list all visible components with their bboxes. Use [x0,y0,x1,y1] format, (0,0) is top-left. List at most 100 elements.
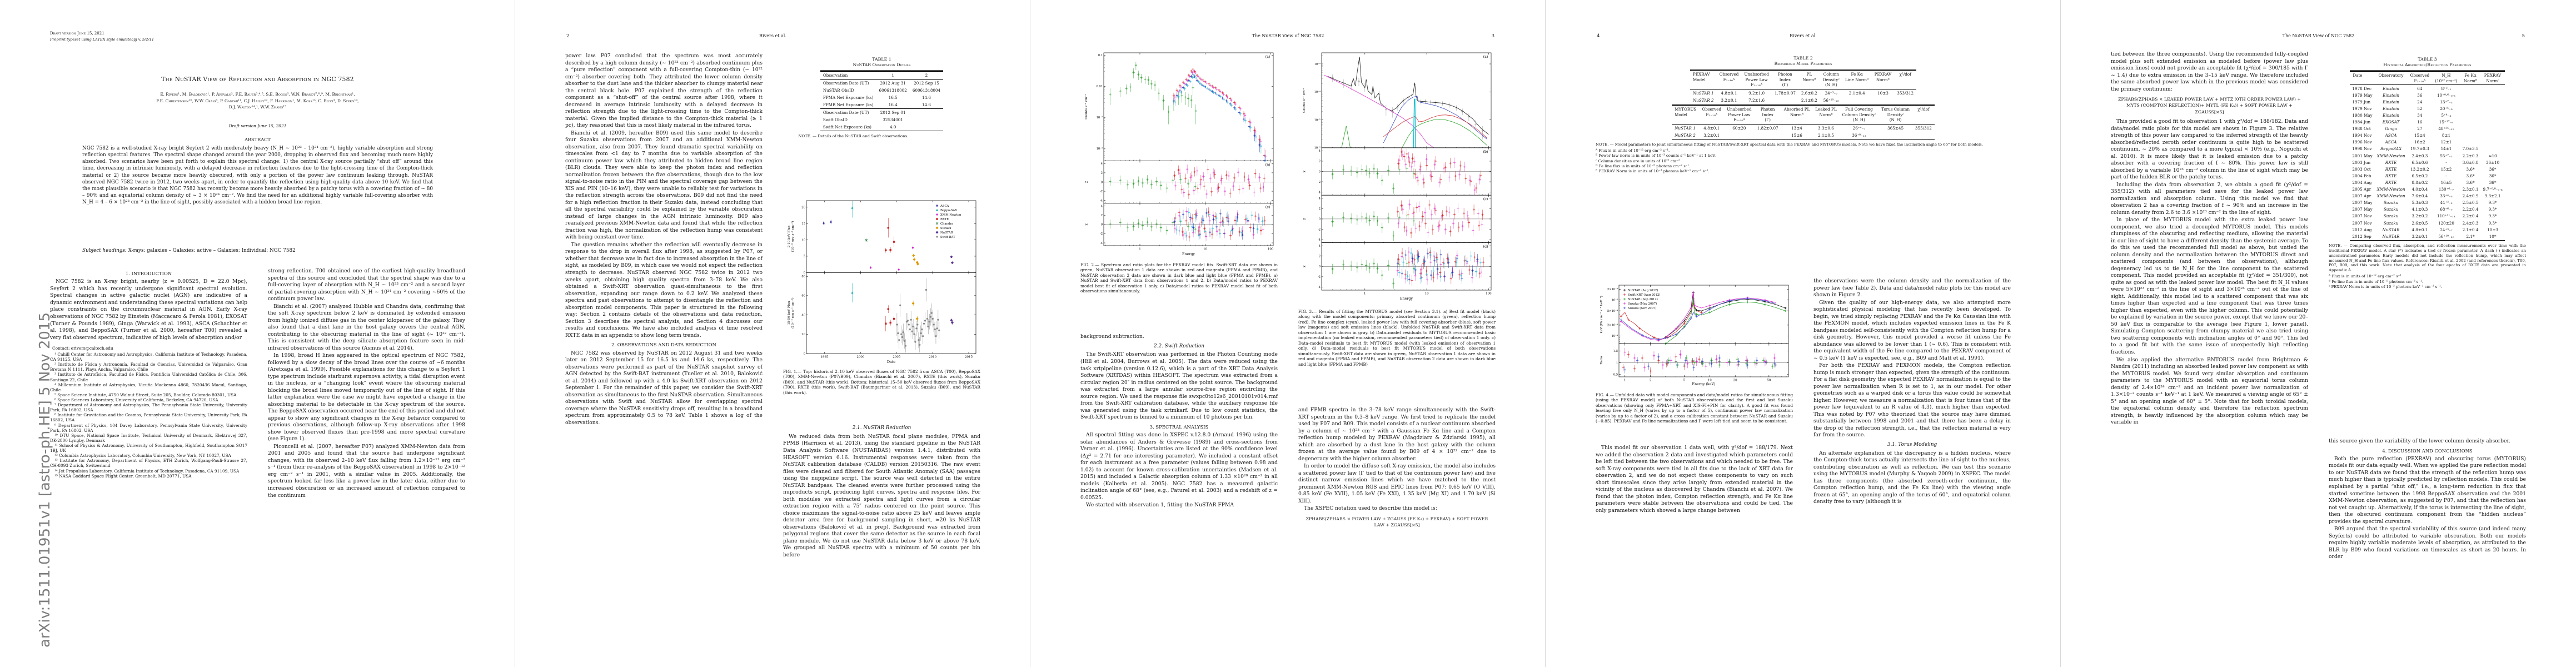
abstract-text: NGC 7582 is a well-studied X-ray bright … [82,146,433,205]
table-cell [910,109,943,116]
table-cell: 2.1* [2466,233,2475,239]
author-list: E. Rivers¹, M. Baloković¹, P. Arévalo², … [61,91,454,111]
table-cell: 4.8±0.1 [2411,227,2428,232]
affiliation-footnote: ³ Instituto de Astrofísica, Facultad de … [50,372,247,382]
paragraph: Given the quality of our high-energy dat… [1813,299,2011,361]
table-row: 2012 Sep NuSTAR 3.2±0.1 56⁺¹⁰₋₂₀ 2.1* 10* [2350,233,2504,241]
paragraph: In 1998, broad H lines appeared in the o… [268,352,465,442]
svg-text:χ: χ [1303,170,1306,172]
table-row: 1979 May Einstein 36 10⁺⁰·⁶₋₀·₃ [2350,92,2504,99]
table-cell: 27 [2417,126,2423,132]
table-cell: NuSTAR [2382,227,2400,232]
table-cell: 355/312 [1915,125,1932,131]
table-cell: 2001 May [2352,153,2373,158]
section-heading: 3. SPECTRAL ANALYSIS [1149,424,1209,430]
table-cell [1724,132,1754,139]
svg-text:-2: -2 [1100,190,1103,193]
table-cell: 2012 Aug [2352,227,2372,232]
svg-text:15-50 keV Flux: 15-50 keV Flux [788,301,791,325]
svg-text:(a): (a) [1265,55,1270,59]
table-1-title: TABLE 1 [872,57,891,62]
paragraph: Bianchi et al. (2007) analyzed Hubble an… [268,303,465,351]
svg-text:0.01: 0.01 [1096,85,1103,88]
table-cell: FPMB Net Exposure (ks) [823,102,874,108]
contact-line: Contact: erivers@caltech.edu [52,346,113,351]
table-cell: 24 [2417,99,2423,104]
figure-1-plot: 0 5 10 15 20 2-10 keV Flux (10⁻¹² erg s⁻¹ cm⁻²… [783,198,980,365]
svg-text:0: 0 [804,352,805,356]
paragraph: background subtraction. [1080,334,1144,340]
svg-text:-4: -4 [1318,191,1321,194]
table-cell: 2.5±0.5 [2462,200,2479,206]
column-header: 1 [891,73,894,78]
table-3-title: TABLE 3 [2418,57,2437,62]
affiliation-footnote: ¹⁰ DTU Space, National Space Institute, … [50,432,247,443]
table-row: 2004 Feb RXTE 6.5±0.2 - 3.6* 36* [2350,173,2504,180]
paragraph: B09 argued that the spectral variability… [2329,526,2526,560]
table-cell: - [2445,160,2447,165]
table-cell: 3.3±0.6 [1817,125,1834,131]
table-cell: Einstein [2383,92,2400,98]
table-cell: 13±4 [1791,125,1802,131]
table-cell: 1.78±0.07 [1774,90,1796,96]
page2-right-column: 2.1. NuSTAR Reduction We reduced data fro… [783,422,980,634]
column-header: Photon Index (Γ) [1778,72,1792,88]
table-cell: 4.1±0.3 [2411,207,2428,212]
table-cell [910,123,943,131]
table-cell [910,116,943,123]
table-cell: RXTE [2385,160,2397,165]
table-cell [2481,119,2505,126]
page2-left-column: power law. P07 concluded that the spectr… [565,53,763,634]
table-cell: 8.8±0.2 [2411,180,2428,185]
table-cell [2460,139,2481,146]
table-row: FPMB Net Exposure (ks) 16.4 14.6 [820,101,943,108]
svg-text:0.5: 0.5 [1613,374,1618,377]
table-cell: FPMA Net Exposure (ks) [823,95,874,101]
svg-text:Chandra: Chandra [940,222,954,226]
table-row: 1979 Nov Einstein 52 20⁺⁵₋₉ [2350,106,2504,112]
table-cell [2460,106,2481,112]
svg-text:-2: -2 [1318,276,1321,279]
table-cell: 2005 Apr [2352,187,2371,192]
paragraph: the observations were the column density… [1813,278,2011,298]
column-header: Date [2353,73,2363,78]
figure-4-caption: FIG. 4.— Unfolded data with model compon… [1596,392,1793,424]
table-row: 1988 Oct Ginga 27 48⁺²⁵₋₁₅ [2350,126,2504,132]
paragraph: We also applied the alternative BNTORUS … [2111,356,2308,426]
svg-text:2: 2 [1319,255,1321,258]
svg-text:15: 15 [801,222,805,226]
table-3-footnotes: ᴬ Flux is in units of 10⁻¹² erg cm⁻² s⁻¹… [2329,274,2526,290]
table-2-title: TABLE 2 [1793,56,1813,61]
page-5: The NuSTAR View of NGC 7582 5 tied betwe… [2061,0,2576,667]
table-cell: 2.4±0.3 [2462,220,2479,226]
table-footnote: ᶜ PEXRAV Norm is in units of 10⁻³ photon… [2329,285,2442,290]
table-cell: 4.0±0.4 [2411,187,2428,192]
column-header: Fe Kα Line Normᴰ [1845,72,1869,82]
svg-text:20: 20 [1733,379,1737,382]
table-cell: 2.1±0.2 [1801,97,1817,103]
table-cell: XMM-Newton [2376,193,2405,199]
svg-text:0: 0 [1319,218,1321,221]
affiliation-footnote: ⁶ Space Sciences Laboratory, University … [54,397,218,402]
table-cell: Suzaku [2383,220,2399,226]
table-cell: 2012 Aug 31 [880,81,906,86]
table-cell: 15±2 [2440,166,2452,172]
paragraph: An alternate explanation of the discrepa… [1813,450,2011,505]
table-2: TABLE 2 Broadband Model Parameters PEXRA… [1596,56,2011,174]
paragraph: The question remains whether the reflect… [565,241,763,339]
svg-text:1: 1 [1364,292,1366,296]
table-cell: BeppoSAX [2380,146,2402,152]
svg-text:2: 2 [1319,160,1321,163]
figure-4-plot: 2×10⁻³ 10⁻³ 5×10⁻⁴ 2×10⁻⁴ 10⁻⁴ keV (Ph cm⁻² s… [1596,282,1793,387]
column-header: Absorbed PL Normᴮ [1783,106,1810,117]
table-cell: Suzaku [2383,213,2399,219]
affiliation-footnote: ¹⁵ NASA Goddard Space Flight Center, Gre… [54,473,192,479]
table-cell: 2.4±0.3 [2411,153,2428,158]
table-row: 1980 May Einstein 34 5⁺⁴₋₃ [2350,112,2504,119]
svg-text:10⁻⁵: 10⁻⁵ [1314,118,1321,122]
svg-text:2015: 2015 [965,356,973,359]
svg-text:10⁻⁶: 10⁻⁶ [1314,147,1321,150]
page3-right-column: and FPMB spectra in the 3–78 keV range s… [1298,407,1496,590]
draft-version-line: Draft version June 15, 2021 [50,31,104,36]
svg-text:0: 0 [1319,265,1321,268]
